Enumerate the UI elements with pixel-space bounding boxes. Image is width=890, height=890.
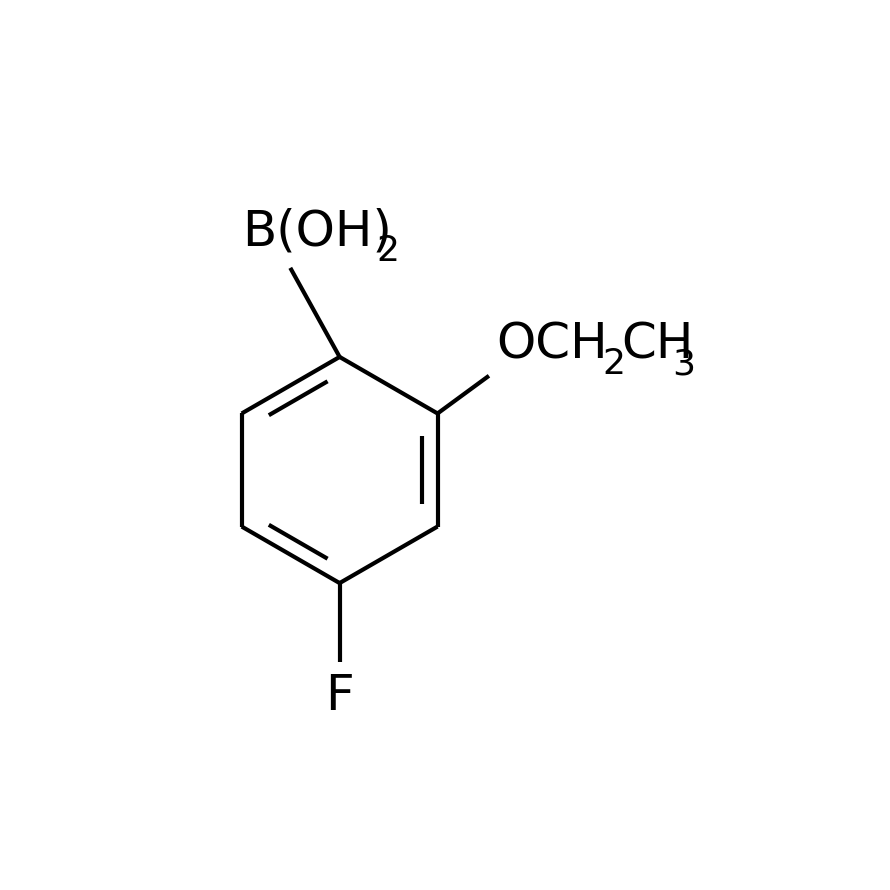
Text: 3: 3 xyxy=(673,347,696,381)
Text: 2: 2 xyxy=(376,234,399,268)
Text: OCH: OCH xyxy=(496,321,607,369)
Text: CH: CH xyxy=(621,321,693,369)
Text: 2: 2 xyxy=(602,347,625,381)
Text: B(OH): B(OH) xyxy=(242,207,392,255)
Text: F: F xyxy=(325,672,354,720)
